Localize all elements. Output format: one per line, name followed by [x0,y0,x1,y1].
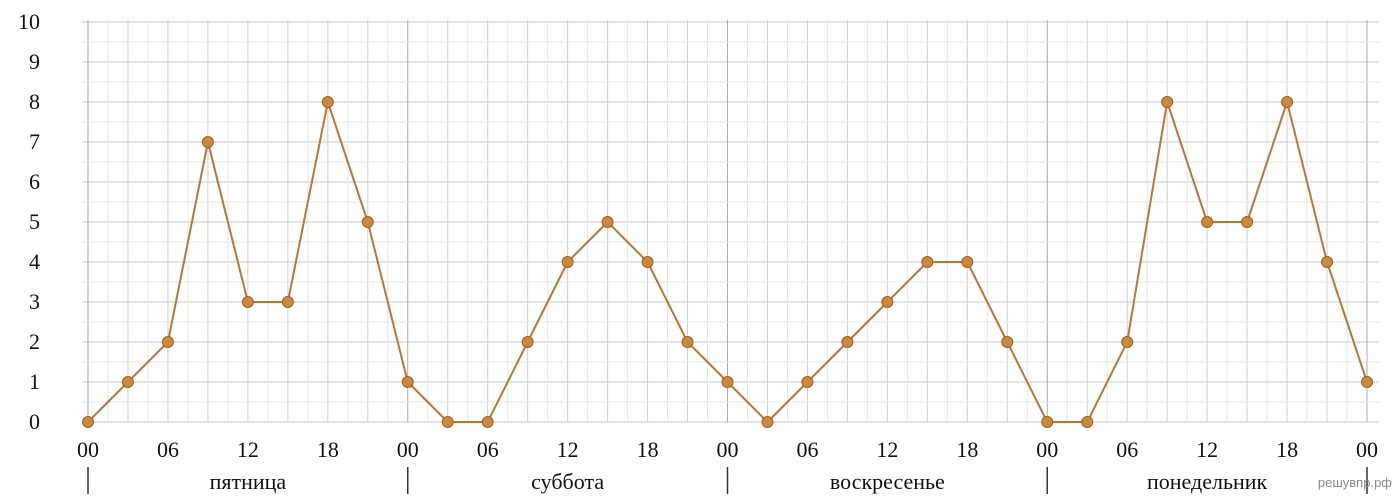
data-point [1361,376,1373,388]
data-point [681,336,694,348]
x-tick-label: 00 [717,437,739,462]
y-tick-label: 7 [29,129,40,154]
day-label: воскресенье [830,469,945,494]
data-point [1041,416,1054,428]
data-point [761,416,774,428]
data-point [1281,96,1294,108]
y-tick-label: 6 [29,169,40,194]
x-tick-label: 06 [477,437,499,462]
data-point [481,416,494,428]
x-tick-label: 06 [157,437,179,462]
x-tick-label: 00 [77,437,99,462]
x-tick-label: 00 [1036,437,1058,462]
data-point [241,296,254,308]
x-axis: 00 06 12 18 00 06 12 18 00 06 12 18 00 06 12 18 00 [77,437,1378,462]
x-tick-label: 06 [1116,437,1138,462]
day-label: понедельник [1147,469,1268,494]
data-point [281,296,294,308]
data-point [601,216,614,228]
day-axis: пятница суббота воскресенье понедельник [87,467,1368,494]
data-point [1121,336,1134,348]
x-tick-label: 06 [796,437,818,462]
day-label: суббота [531,469,604,494]
y-tick-label: 8 [29,89,40,114]
x-tick-label: 18 [1276,437,1298,462]
data-point [641,256,654,268]
data-point [721,376,734,388]
y-tick-label: 1 [29,369,40,394]
x-tick-label: 00 [397,437,419,462]
data-point [1321,256,1334,268]
watermark-text: решувпр.рф [1318,475,1392,490]
data-point [361,216,374,228]
y-tick-label: 9 [29,49,40,74]
data-point [841,336,854,348]
x-tick-label: 18 [637,437,659,462]
points-layer [82,96,1373,428]
data-point [521,336,534,348]
x-tick-label: 12 [876,437,898,462]
x-tick-label: 12 [557,437,579,462]
y-tick-label: 10 [18,9,40,34]
data-point [561,256,574,268]
y-tick-label: 2 [29,329,40,354]
x-tick-label: 12 [1196,437,1218,462]
data-point [921,256,934,268]
data-point [1001,336,1014,348]
x-tick-label: 18 [956,437,978,462]
y-tick-label: 5 [29,209,40,234]
chart-grid [82,20,1379,423]
data-point [1081,416,1094,428]
y-tick-label: 3 [29,289,40,314]
y-axis: 0 1 2 3 4 5 6 7 8 9 10 [18,9,40,434]
x-tick-label: 12 [237,437,259,462]
data-point [161,336,174,348]
x-tick-label: 18 [317,437,339,462]
x-tick-label: 00 [1356,437,1378,462]
data-point [82,416,94,428]
data-point [321,96,334,108]
data-point [1161,96,1174,108]
data-point [961,256,974,268]
data-point [201,136,214,148]
data-point [801,376,814,388]
data-point [121,376,134,388]
data-point [1241,216,1254,228]
data-point [881,296,894,308]
data-point [1201,216,1214,228]
data-point [401,376,414,388]
y-tick-label: 4 [29,249,40,274]
y-tick-label: 0 [29,409,40,434]
day-label: пятница [210,469,287,494]
data-point [441,416,454,428]
